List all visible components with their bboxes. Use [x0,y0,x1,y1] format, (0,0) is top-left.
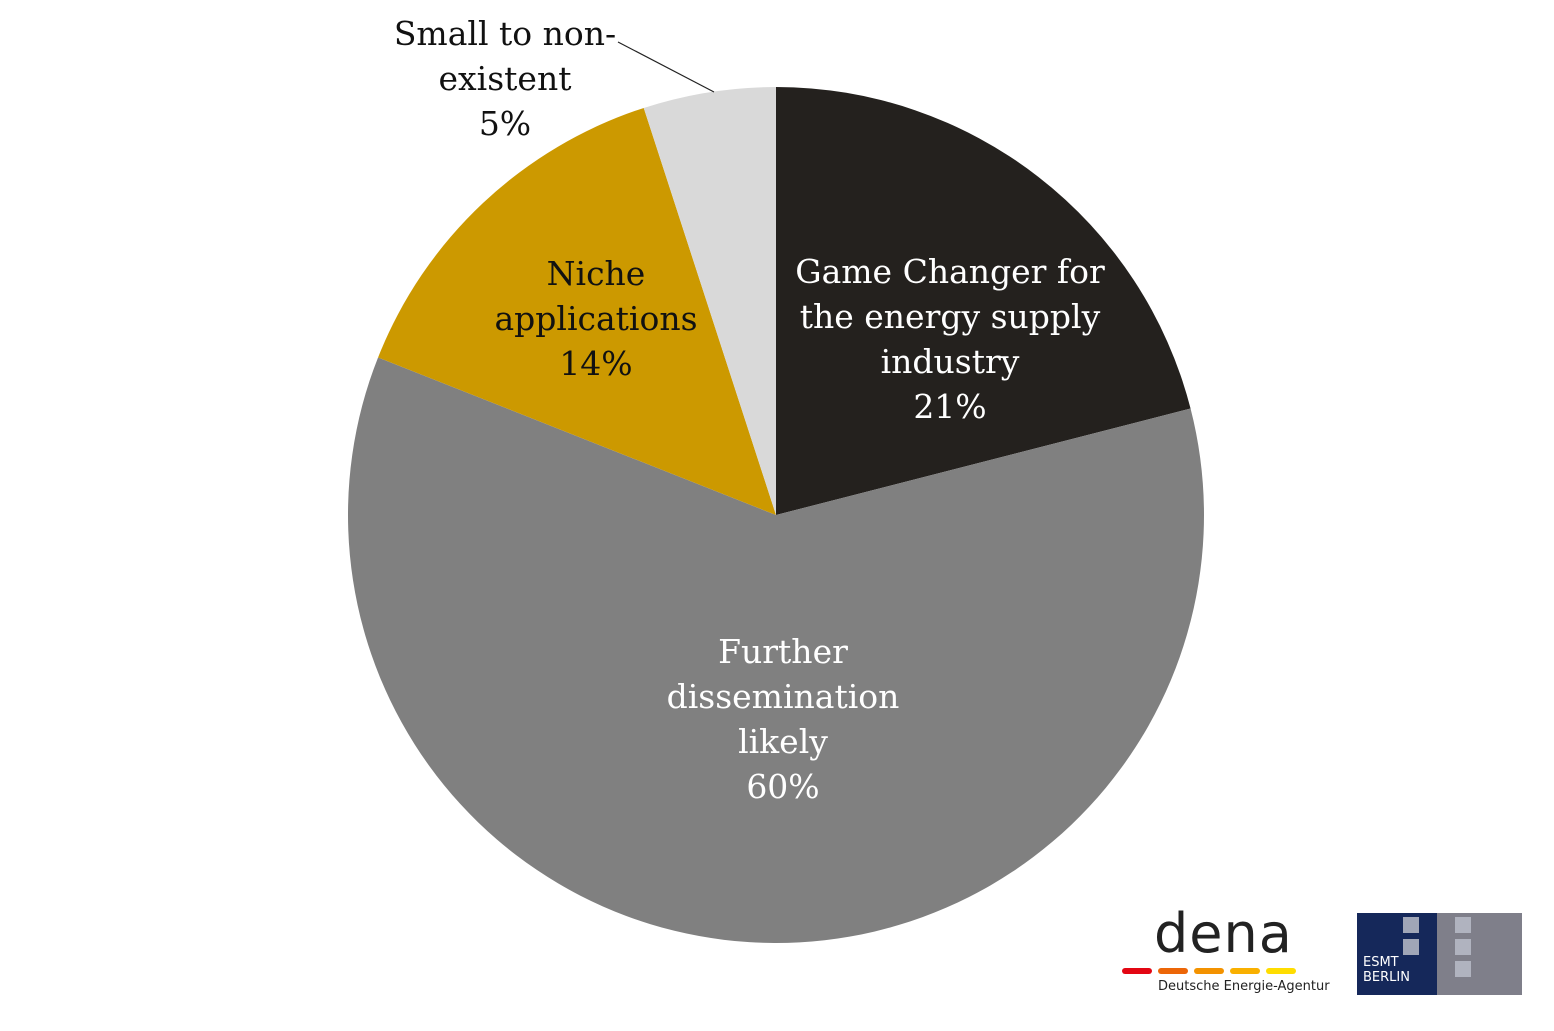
slice-category-label: Further [718,632,848,671]
slice-category-label: applications [494,299,697,338]
esmt-logo-square [1403,939,1419,955]
slice-labels: Game Changer for the energy supply industr… [394,14,1105,806]
dena-logo-dash [1266,968,1296,974]
pie-slices [348,87,1204,944]
esmt-berlin-logo: ESMT BERLIN [1357,913,1522,995]
slice-category-label: likely [738,722,828,761]
slice-category-label: industry [881,342,1020,381]
slice-category-label: Small to non- [394,14,616,53]
esmt-logo-square [1455,939,1471,955]
slice-category-label: dissemination [667,677,900,716]
dena-logo-word: dena [1154,902,1293,965]
leader-line [617,41,715,93]
slice-category-label: the energy supply [800,297,1101,336]
slice-value-label: 21% [913,387,986,426]
esmt-logo-square [1403,917,1419,933]
dena-logo-dash [1122,968,1152,974]
dena-logo-dash [1230,968,1260,974]
dena-logo-dash [1194,968,1224,974]
slice-value-label: 14% [559,344,632,383]
esmt-logo-panel [1357,913,1437,995]
dena-logo-dash [1158,968,1188,974]
slice-value-label: 5% [479,104,531,143]
esmt-logo-square [1455,961,1471,977]
esmt-logo-square [1455,917,1471,933]
esmt-logo-line1: ESMT [1363,955,1399,970]
slice-value-label: 60% [746,767,819,806]
dena-logo-subtitle: Deutsche Energie-Agentur [1158,979,1330,994]
dena-logo: dena Deutsche Energie-Agentur [1118,902,1346,1000]
slice-category-label: existent [439,59,572,98]
esmt-logo-text: ESMT BERLIN [1363,955,1410,985]
slice-category-label: Niche [547,254,646,293]
slice-category-label: Game Changer for [795,252,1105,291]
pie-slice [378,107,776,515]
pie-slice [643,87,776,515]
esmt-logo-line2: BERLIN [1363,970,1410,985]
pie-slice [776,87,1191,515]
pie-slice [348,357,1204,944]
